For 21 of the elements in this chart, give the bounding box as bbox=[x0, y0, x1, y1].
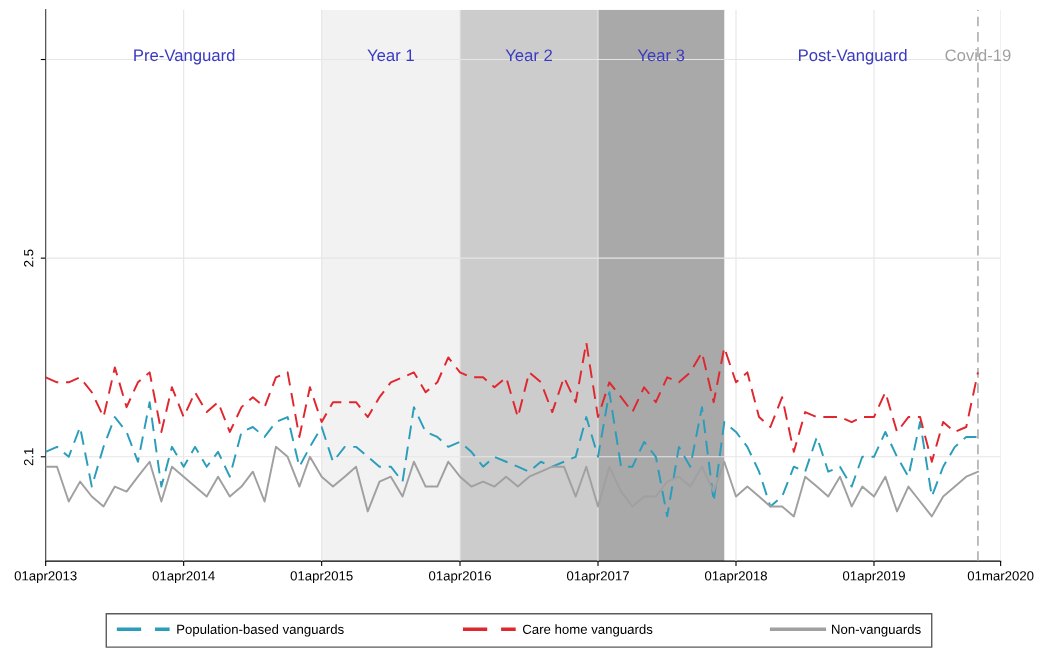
x-tick-label: 01apr2017 bbox=[566, 571, 629, 584]
legend-label: Care home vanguards bbox=[522, 624, 653, 637]
legend-label: Non-vanguards bbox=[832, 624, 921, 637]
x-tick-label: 01apr2019 bbox=[842, 571, 905, 584]
legend-label: Population-based vanguards bbox=[177, 624, 344, 637]
ref-line-label: Covid-19 bbox=[945, 48, 1011, 62]
band-label: Year 2 bbox=[505, 49, 552, 62]
x-tick-label: 01apr2015 bbox=[290, 571, 353, 584]
band-label: Year 1 bbox=[367, 49, 414, 62]
x-tick-label: 01mar2020 bbox=[967, 571, 1034, 581]
x-tick-label: 01apr2018 bbox=[704, 571, 767, 584]
y-tick-label: 2.1 bbox=[24, 448, 34, 466]
line-series bbox=[45, 341, 979, 463]
x-tick-label: 01apr2013 bbox=[14, 571, 77, 584]
y-tick-label: 2.5 bbox=[24, 249, 34, 267]
x-tick-label: 01apr2016 bbox=[428, 571, 491, 584]
annotation: Pre-Vanguard bbox=[134, 48, 235, 65]
x-tick-label: 01apr2014 bbox=[152, 571, 215, 584]
annotation: Post-Vanguard bbox=[799, 48, 907, 65]
line-series bbox=[45, 391, 979, 518]
band-label: Year 3 bbox=[637, 49, 685, 62]
